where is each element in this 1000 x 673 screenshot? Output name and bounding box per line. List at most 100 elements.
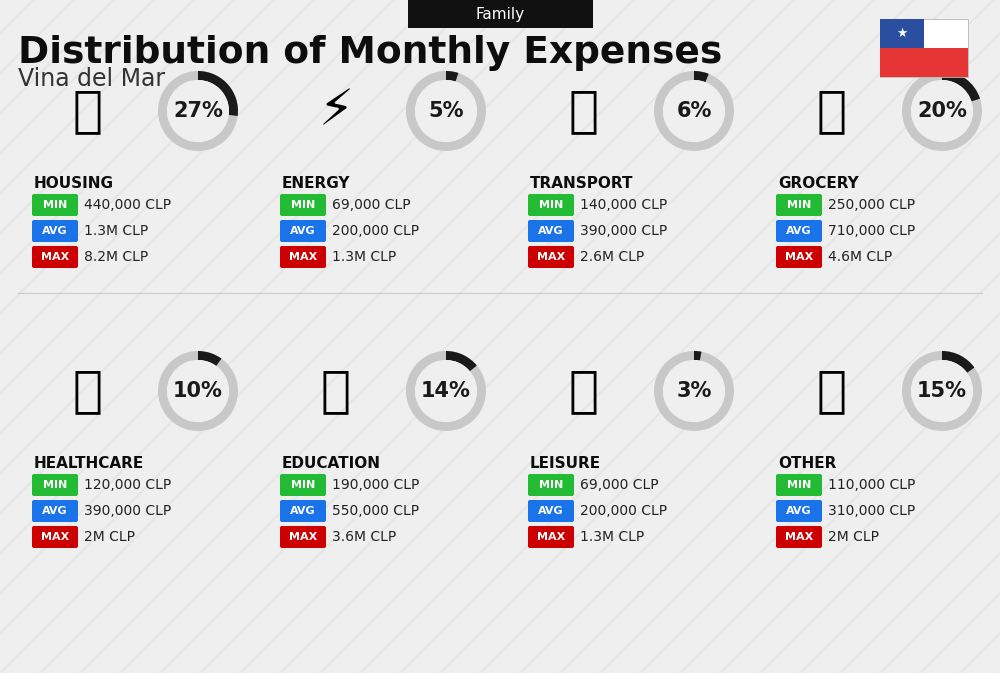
Wedge shape: [198, 71, 238, 116]
Text: 390,000 CLP: 390,000 CLP: [84, 504, 171, 518]
Wedge shape: [694, 351, 701, 361]
Text: 110,000 CLP: 110,000 CLP: [828, 478, 915, 492]
FancyBboxPatch shape: [776, 500, 822, 522]
FancyBboxPatch shape: [32, 220, 78, 242]
FancyBboxPatch shape: [528, 194, 574, 216]
FancyBboxPatch shape: [528, 246, 574, 268]
Circle shape: [167, 80, 229, 142]
Text: MIN: MIN: [291, 200, 315, 210]
Text: MAX: MAX: [41, 252, 69, 262]
Wedge shape: [446, 71, 458, 81]
Text: MIN: MIN: [291, 480, 315, 490]
Text: AVG: AVG: [538, 506, 564, 516]
Text: EDUCATION: EDUCATION: [282, 456, 381, 470]
Text: 💰: 💰: [817, 367, 847, 415]
FancyBboxPatch shape: [528, 220, 574, 242]
Text: 2.6M CLP: 2.6M CLP: [580, 250, 644, 264]
Text: 🛍️: 🛍️: [569, 367, 599, 415]
Wedge shape: [406, 71, 486, 151]
Text: MIN: MIN: [43, 480, 67, 490]
Text: 390,000 CLP: 390,000 CLP: [580, 224, 667, 238]
FancyBboxPatch shape: [280, 220, 326, 242]
Text: MAX: MAX: [289, 532, 317, 542]
FancyBboxPatch shape: [280, 474, 326, 496]
Text: AVG: AVG: [42, 226, 68, 236]
Text: 20%: 20%: [917, 101, 967, 121]
FancyBboxPatch shape: [280, 194, 326, 216]
Text: 190,000 CLP: 190,000 CLP: [332, 478, 419, 492]
Text: AVG: AVG: [42, 506, 68, 516]
FancyBboxPatch shape: [776, 194, 822, 216]
Circle shape: [911, 80, 973, 142]
FancyBboxPatch shape: [408, 0, 592, 28]
FancyBboxPatch shape: [528, 474, 574, 496]
Text: 710,000 CLP: 710,000 CLP: [828, 224, 915, 238]
Circle shape: [415, 80, 477, 142]
Text: 6%: 6%: [676, 101, 712, 121]
Circle shape: [663, 80, 725, 142]
Text: 3%: 3%: [676, 381, 712, 401]
FancyBboxPatch shape: [280, 246, 326, 268]
FancyBboxPatch shape: [32, 500, 78, 522]
Text: 140,000 CLP: 140,000 CLP: [580, 198, 667, 212]
Text: 15%: 15%: [917, 381, 967, 401]
FancyBboxPatch shape: [776, 526, 822, 548]
Text: 🏥: 🏥: [73, 367, 103, 415]
Text: Vina del Mar: Vina del Mar: [18, 67, 165, 91]
FancyBboxPatch shape: [280, 500, 326, 522]
Wedge shape: [902, 71, 982, 151]
Wedge shape: [158, 351, 238, 431]
FancyBboxPatch shape: [880, 48, 968, 77]
Text: MIN: MIN: [539, 480, 563, 490]
FancyBboxPatch shape: [32, 246, 78, 268]
FancyBboxPatch shape: [32, 194, 78, 216]
Text: 4.6M CLP: 4.6M CLP: [828, 250, 892, 264]
Wedge shape: [942, 71, 980, 102]
Text: MAX: MAX: [289, 252, 317, 262]
FancyBboxPatch shape: [280, 526, 326, 548]
FancyBboxPatch shape: [528, 526, 574, 548]
Text: 310,000 CLP: 310,000 CLP: [828, 504, 915, 518]
Wedge shape: [654, 351, 734, 431]
FancyBboxPatch shape: [880, 19, 924, 48]
Wedge shape: [902, 351, 982, 431]
Text: MIN: MIN: [539, 200, 563, 210]
Wedge shape: [198, 351, 222, 366]
Wedge shape: [446, 351, 477, 371]
Text: ⚡: ⚡: [318, 87, 354, 135]
Text: HEALTHCARE: HEALTHCARE: [34, 456, 144, 470]
Text: AVG: AVG: [786, 226, 812, 236]
Text: 🎓: 🎓: [321, 367, 351, 415]
Wedge shape: [694, 71, 709, 82]
Text: 🏢: 🏢: [73, 87, 103, 135]
Text: 69,000 CLP: 69,000 CLP: [580, 478, 659, 492]
Wedge shape: [158, 71, 238, 151]
Text: 1.3M CLP: 1.3M CLP: [84, 224, 148, 238]
Text: LEISURE: LEISURE: [530, 456, 601, 470]
Wedge shape: [654, 71, 734, 151]
Text: 10%: 10%: [173, 381, 223, 401]
Text: 3.6M CLP: 3.6M CLP: [332, 530, 396, 544]
Text: TRANSPORT: TRANSPORT: [530, 176, 634, 190]
Text: AVG: AVG: [786, 506, 812, 516]
FancyBboxPatch shape: [776, 474, 822, 496]
Circle shape: [663, 360, 725, 422]
Text: 200,000 CLP: 200,000 CLP: [580, 504, 667, 518]
Text: AVG: AVG: [538, 226, 564, 236]
Text: OTHER: OTHER: [778, 456, 836, 470]
Text: MIN: MIN: [43, 200, 67, 210]
Text: 🛒: 🛒: [817, 87, 847, 135]
Text: 2M CLP: 2M CLP: [828, 530, 879, 544]
Text: 5%: 5%: [428, 101, 464, 121]
FancyBboxPatch shape: [528, 500, 574, 522]
Wedge shape: [406, 351, 486, 431]
Text: 1.3M CLP: 1.3M CLP: [332, 250, 396, 264]
Circle shape: [415, 360, 477, 422]
Text: MAX: MAX: [41, 532, 69, 542]
Wedge shape: [942, 351, 974, 373]
Text: MAX: MAX: [785, 532, 813, 542]
FancyBboxPatch shape: [32, 526, 78, 548]
Text: AVG: AVG: [290, 506, 316, 516]
Text: 🚌: 🚌: [569, 87, 599, 135]
Text: 69,000 CLP: 69,000 CLP: [332, 198, 411, 212]
